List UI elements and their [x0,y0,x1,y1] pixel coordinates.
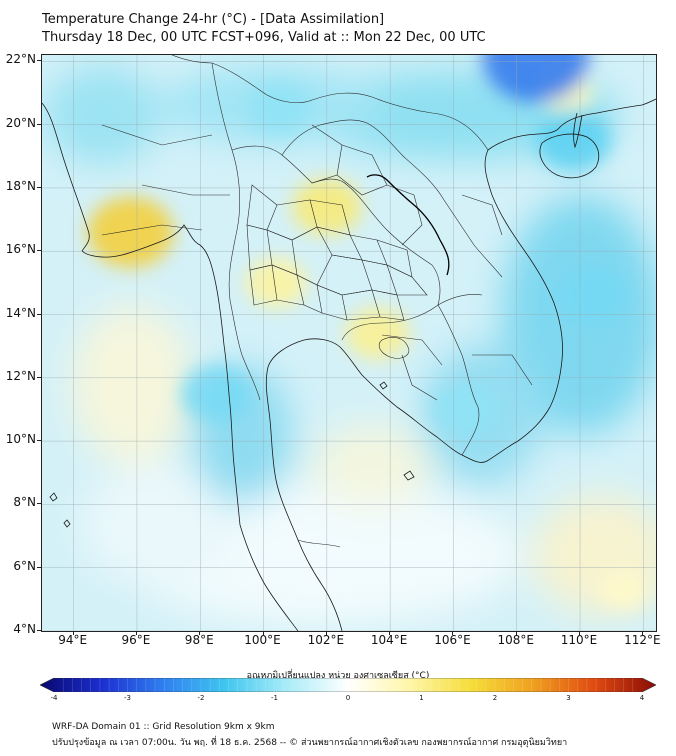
colorbar-tick-label: 0 [345,694,351,702]
colorbar-tick-label: -3 [124,694,131,702]
cool-anomaly-andaman [181,365,251,423]
map-canvas [42,55,656,631]
latitude-tick [37,250,41,252]
latitude-label: 16°N [5,242,36,257]
cool-anomaly-south-china-sea [557,267,628,324]
latitude-tick [37,376,41,378]
colorbar-tick-label: -2 [197,694,205,702]
longitude-label: 98°E [184,633,214,647]
latitude-label: 14°N [5,305,36,320]
colorbar-tick-label: -1 [271,694,278,702]
map-subtitle: Thursday 18 Dec, 00 UTC FCST+096, Valid … [42,30,486,45]
coastlines [42,98,656,631]
warm-anomaly-south-sea [599,569,650,610]
colorbar-tick-label: 2 [492,694,498,702]
anomaly-hotspots [87,55,650,610]
latitude-label: 20°N [5,115,36,130]
colorbar-tick-label: -4 [50,694,58,702]
latitude-tick [37,123,41,125]
cool-anomaly-gulf-tonkin-north [482,55,589,103]
longitude-label: 108°E [497,633,534,647]
longitude-label: 94°E [58,633,88,647]
latitude-tick [37,566,41,568]
latitude-label: 12°N [5,368,36,383]
longitude-tick [642,631,644,635]
latitude-tick [37,313,41,315]
colorbar-label: อุณหภูมิเปลี่ยนแปลง หน่วย องศาเซลเซียส (… [246,671,430,681]
longitude-tick [262,631,264,635]
laos-outline [366,174,450,276]
latitude-tick [37,503,41,505]
latitude-label: 18°N [5,178,36,193]
graticule [42,55,656,631]
longitude-tick [325,631,327,635]
latitude-label: 4°N [13,622,36,636]
longitude-tick [135,631,137,635]
latitude-tick [37,186,41,188]
longitude-tick [389,631,391,635]
latitude-label: 8°N [13,495,36,510]
cool-anomaly-north-myanmar [247,82,312,135]
latitude-tick [37,60,41,62]
longitude-label: 100°E [244,633,281,647]
colorbar-tick-label: 1 [419,694,424,702]
longitude-tick [579,631,581,635]
model-info: WRF-DA Domain 01 :: Grid Resolution 9km … [52,722,275,732]
latitude-label: 6°N [13,558,36,573]
longitude-tick [199,631,201,635]
map-title: Temperature Change 24-hr (°C) - [Data As… [42,12,385,27]
latitude-label: 22°N [5,52,36,67]
national-borders [101,55,533,548]
warm-anomaly-cambodia [345,307,410,360]
longitude-label: 104°E [370,633,408,647]
longitude-label: 106°E [434,633,471,647]
temperature-change-map [41,54,657,632]
longitude-label: 96°E [121,633,151,647]
longitude-label: 112°E [624,633,661,647]
colorbar-tick-label: 4 [639,694,645,702]
latitude-tick [37,630,41,631]
copyright-note: ปรับปรุงข้อมูล ณ เวลา 07:00น. วัน พฤ. ที… [52,738,568,748]
longitude-tick [72,631,74,635]
cool-anomaly-south-vietnam [434,383,499,436]
warm-anomaly-myanmar-coast [87,196,174,268]
longitude-label: 102°E [307,633,345,647]
warm-anomaly-central-thailand [245,258,307,308]
longitude-tick [515,631,517,635]
latitude-label: 10°N [5,432,36,447]
colorbar [40,678,656,692]
longitude-label: 110°E [560,633,598,647]
colorbar-tick-label: 3 [566,694,571,702]
longitude-tick [452,631,454,635]
latitude-tick [37,440,41,442]
